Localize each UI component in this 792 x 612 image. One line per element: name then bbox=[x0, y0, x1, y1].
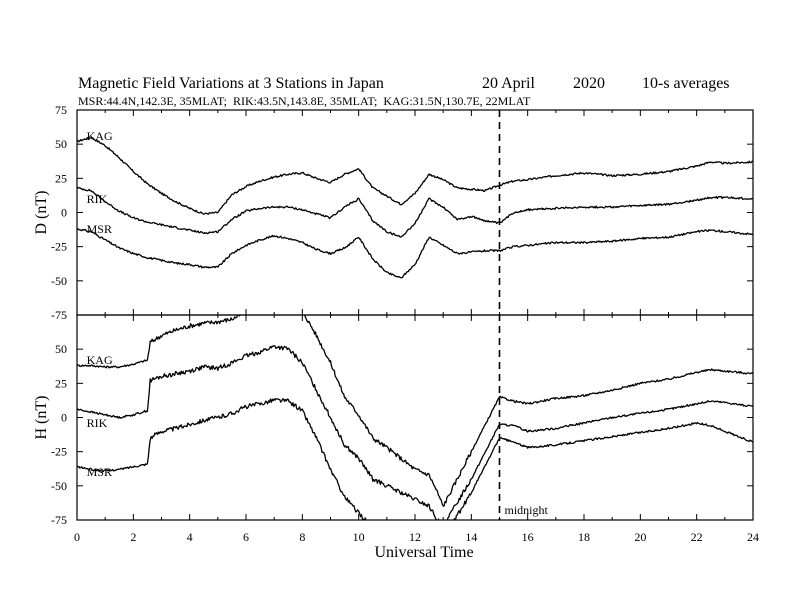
x-tick-label: 4 bbox=[187, 530, 193, 544]
chart-title: Magnetic Field Variations at 3 Stations … bbox=[78, 75, 384, 92]
chart-title-averaging: 10-s averages bbox=[642, 75, 730, 92]
x-tick-label: 24 bbox=[747, 530, 759, 544]
y-tick-label: 25 bbox=[55, 376, 67, 390]
trace-d-kag bbox=[77, 136, 753, 215]
trace-d-rik bbox=[77, 186, 753, 238]
x-tick-label: 2 bbox=[130, 530, 136, 544]
d-component-panel: 75 50 25 0 -25 -50 -75 KAG RIK MSR bbox=[51, 103, 754, 322]
trace-h-kag bbox=[77, 315, 753, 507]
y-tick-label: 50 bbox=[55, 342, 67, 356]
x-tick-label: 12 bbox=[409, 530, 421, 544]
y-tick-label: -25 bbox=[51, 240, 67, 254]
trace-h-msr bbox=[77, 397, 753, 520]
station-label-kag: KAG bbox=[87, 129, 113, 143]
y-tick-label: 0 bbox=[61, 411, 67, 425]
y-tick-label: 50 bbox=[55, 137, 67, 151]
station-label-rik: RIK bbox=[87, 192, 108, 206]
y-tick-label: -50 bbox=[51, 274, 67, 288]
y-tick-label: -75 bbox=[51, 308, 67, 322]
midnight-label: midnight bbox=[505, 503, 549, 517]
chart-title-date: 20 April bbox=[482, 75, 535, 92]
d-axis-label: D (nT) bbox=[33, 191, 50, 235]
x-tick-label: 0 bbox=[74, 530, 80, 544]
station-label-rik: RIK bbox=[87, 416, 108, 430]
y-tick-label: 0 bbox=[61, 206, 67, 220]
x-tick-label: 16 bbox=[522, 530, 534, 544]
x-axis-label: Universal Time bbox=[374, 544, 473, 561]
y-tick-label: -75 bbox=[51, 513, 67, 527]
y-tick-label: -25 bbox=[51, 445, 67, 459]
h-axis-label: H (nT) bbox=[33, 396, 50, 440]
trace-h-rik bbox=[77, 345, 753, 520]
station-label-msr: MSR bbox=[87, 222, 112, 236]
trace-d-msr bbox=[77, 228, 753, 279]
x-tick-label: 14 bbox=[465, 530, 477, 544]
x-tick-label: 18 bbox=[578, 530, 590, 544]
chart-subtitle: MSR:44.4N,142.3E, 35MLAT; RIK:43.5N,143.… bbox=[78, 94, 531, 108]
chart-title-year: 2020 bbox=[573, 75, 605, 92]
x-tick-label: 6 bbox=[243, 530, 249, 544]
x-tick-label: 10 bbox=[353, 530, 365, 544]
y-tick-label: -50 bbox=[51, 479, 67, 493]
station-label-msr: MSR bbox=[87, 465, 112, 479]
station-label-kag: KAG bbox=[87, 353, 113, 367]
h-panel-frame bbox=[76, 314, 754, 521]
y-tick-label: 75 bbox=[55, 103, 67, 117]
y-tick-label: 25 bbox=[55, 171, 67, 185]
d-panel-frame bbox=[76, 109, 754, 316]
x-tick-label: 20 bbox=[634, 530, 646, 544]
x-tick-label: 8 bbox=[299, 530, 305, 544]
x-tick-label: 22 bbox=[691, 530, 703, 544]
